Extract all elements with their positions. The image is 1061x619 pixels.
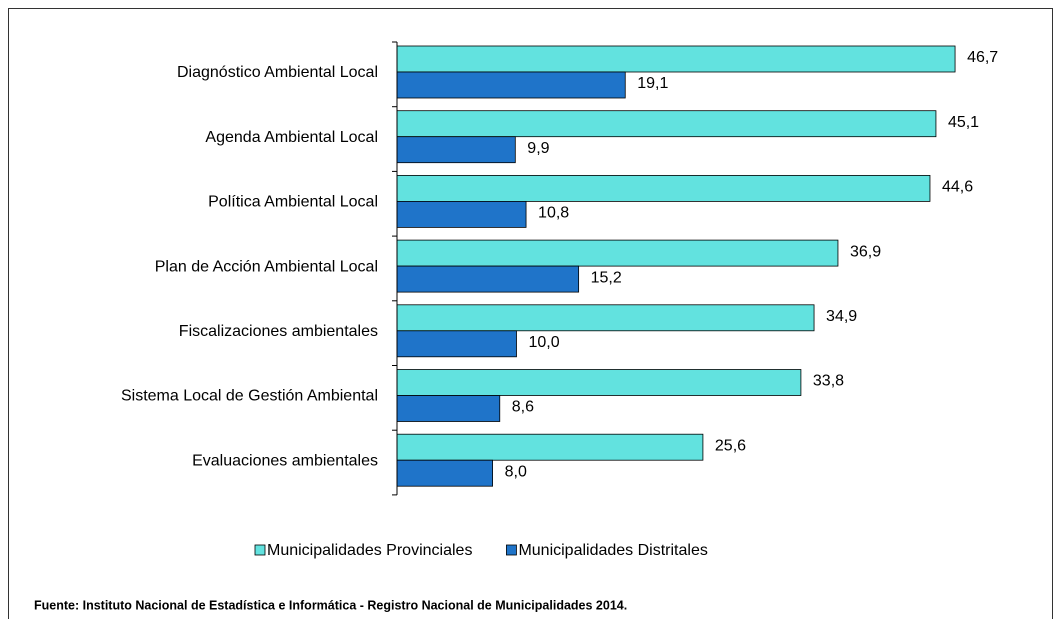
bar: [396, 433, 704, 461]
bar: [396, 136, 516, 164]
bar: [396, 330, 517, 358]
bar: [396, 174, 931, 202]
data-label: 45,1: [948, 114, 979, 131]
source-note: Fuente: Instituto Nacional de Estadístic…: [34, 598, 627, 612]
category-label: Fiscalizaciones ambientales: [179, 323, 378, 340]
data-label: 10,8: [538, 205, 569, 222]
category-label: Agenda Ambiental Local: [205, 129, 378, 146]
data-label: 15,2: [591, 269, 622, 286]
category-label: Evaluaciones ambientales: [192, 452, 378, 469]
bar: [396, 304, 815, 332]
bar: [396, 369, 802, 396]
bar: [396, 71, 626, 99]
category-label: Política Ambiental Local: [208, 194, 378, 211]
legend-label: Municipalidades Provinciales: [267, 542, 472, 559]
category-label: Plan de Acción Ambiental Local: [155, 258, 378, 275]
data-label: 34,9: [826, 308, 857, 325]
data-label: 33,8: [813, 373, 844, 390]
bar: [396, 395, 501, 422]
data-label: 46,7: [967, 49, 998, 66]
category-label: Diagnóstico Ambiental Local: [177, 64, 378, 81]
data-label: 44,6: [942, 179, 973, 196]
bar: [396, 239, 839, 267]
data-label: 8,6: [512, 399, 534, 416]
bar: [396, 459, 493, 487]
legend-swatch: [506, 544, 517, 556]
bar: [396, 45, 956, 73]
bar: [396, 265, 580, 293]
data-label: 10,0: [529, 334, 560, 351]
data-label: 19,1: [637, 75, 668, 92]
chart-frame: [8, 8, 1053, 619]
category-label: Sistema Local de Gestión Ambiental: [121, 388, 378, 405]
data-label: 36,9: [850, 243, 881, 260]
legend-label: Municipalidades Distritales: [518, 542, 707, 559]
data-label: 25,6: [715, 437, 746, 454]
bar: [396, 200, 527, 228]
bar: [396, 110, 937, 138]
data-label: 9,9: [527, 140, 549, 157]
data-label: 8,0: [505, 463, 527, 480]
legend-swatch: [254, 544, 266, 556]
